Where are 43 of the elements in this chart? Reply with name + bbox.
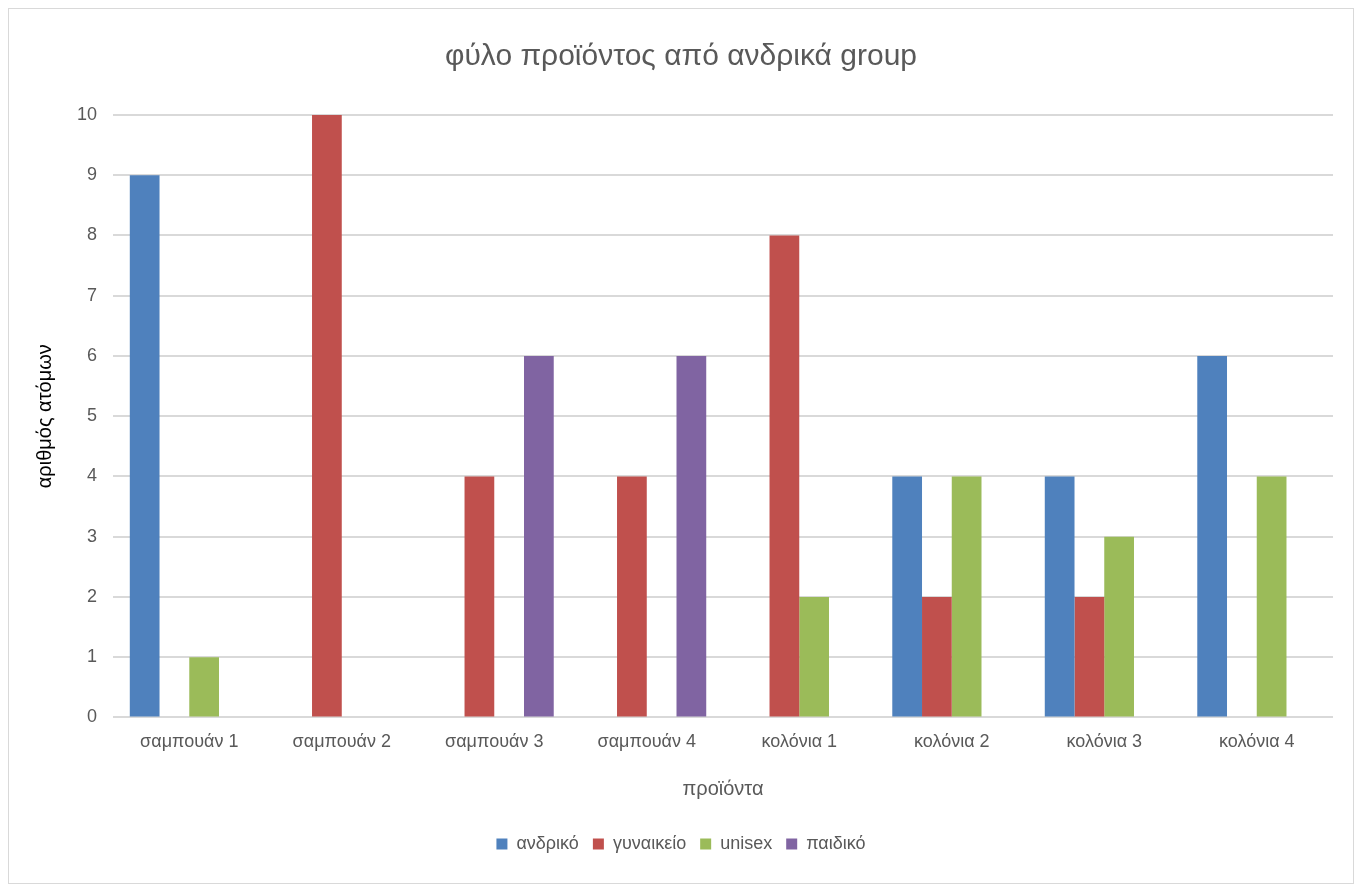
x-tick-label: κολόνια 1 [761, 731, 838, 752]
y-tick-label: 8 [87, 224, 98, 245]
bar [676, 355, 707, 717]
y-tick-label: 6 [87, 344, 98, 365]
bar [769, 235, 800, 717]
bar [922, 596, 952, 717]
x-tick-label: σαμπουάν 4 [597, 731, 696, 752]
y-tick-label: 2 [87, 585, 98, 606]
bar [1256, 476, 1287, 717]
bar [1044, 476, 1075, 717]
legend-label: ανδρικό [516, 832, 579, 853]
bar [1104, 536, 1134, 717]
bar [312, 115, 342, 717]
y-tick-label: 10 [76, 103, 98, 124]
bar [1074, 596, 1105, 717]
x-tick-label: σαμπουάν 3 [445, 731, 544, 752]
bar [951, 476, 982, 717]
legend-label: παιδικό [806, 832, 866, 853]
legend-label: γυναικείο [612, 832, 687, 853]
y-tick-label: 0 [87, 706, 98, 727]
y-tick-label: 7 [87, 284, 98, 305]
y-tick-label: 1 [87, 646, 98, 667]
y-axis-title: αριθμός ατόμων [32, 344, 55, 489]
x-tick-label: κολόνια 2 [913, 731, 990, 752]
bar [1197, 355, 1228, 717]
bar [464, 476, 495, 717]
y-tick-label: 5 [87, 405, 98, 426]
x-axis-title: προϊόντα [682, 776, 764, 799]
x-tick-label: κολόνια 4 [1218, 731, 1295, 752]
bar [617, 476, 647, 717]
x-tick-label: σαμπουάν 1 [140, 731, 239, 752]
y-tick-label: 9 [87, 164, 98, 185]
bar [524, 355, 554, 717]
bar [799, 596, 829, 717]
x-tick-label: σαμπουάν 2 [292, 731, 391, 752]
bar [892, 476, 923, 717]
x-tick-label: κολόνια 3 [1066, 731, 1143, 752]
legend-label: unisex [720, 832, 773, 853]
y-tick-label: 4 [87, 465, 98, 486]
chart-title: φύλο προϊόντος από ανδρικά group [444, 38, 918, 72]
y-tick-label: 3 [87, 525, 98, 546]
bar [129, 175, 160, 717]
bar [189, 657, 220, 717]
